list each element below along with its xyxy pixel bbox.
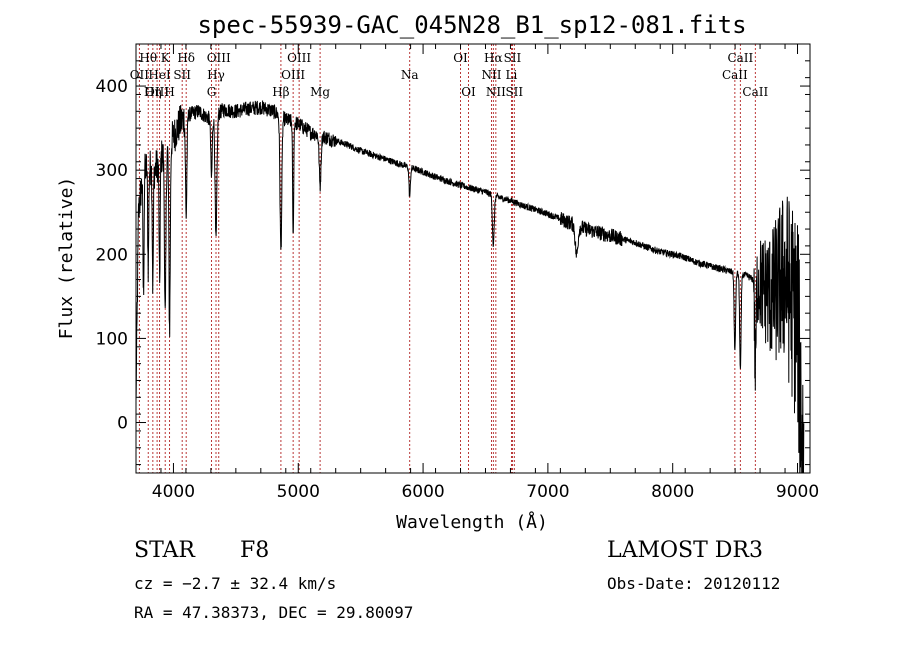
object-subclass: F8 xyxy=(240,538,270,563)
survey-name: LAMOST DR3 xyxy=(607,538,763,563)
x-axis-label: Wavelength (Å) xyxy=(396,511,548,533)
spectral-line-label: Hγ xyxy=(207,68,225,82)
y-axis-ticks: 0 100 200 300 400 xyxy=(96,43,810,466)
y-tick-label: 200 xyxy=(96,245,128,265)
x-tick-label: 7000 xyxy=(526,482,569,502)
x-tick-label: 4000 xyxy=(152,482,195,502)
spectral-line-label: OIII xyxy=(207,51,231,65)
spectral-line-label: SII xyxy=(173,68,191,82)
spectral-line-label: OII xyxy=(130,68,150,82)
spectral-line-label: SII xyxy=(504,51,522,65)
object-class: STAR xyxy=(134,538,195,563)
spectral-line-label: Hθ xyxy=(139,51,157,65)
y-tick-label: 400 xyxy=(96,77,128,97)
spectral-line-label: OIII xyxy=(145,85,169,99)
y-tick-label: 100 xyxy=(96,329,128,349)
spectral-line-label: CaII xyxy=(722,68,748,82)
spectral-line-label: Na xyxy=(401,68,419,82)
spectrum-series xyxy=(135,100,805,474)
spectral-line-label: SII xyxy=(505,85,523,99)
x-tick-label: 8000 xyxy=(651,482,694,502)
spectral-line-label: Hα xyxy=(484,51,503,65)
spectral-line-label: CaII xyxy=(742,85,768,99)
spectral-line-label: OI xyxy=(453,51,468,65)
spectral-line-label: Hη xyxy=(144,85,162,99)
x-tick-label: 5000 xyxy=(277,482,320,502)
x-tick-label: 9000 xyxy=(776,482,819,502)
spectral-line-label: Mg xyxy=(310,85,330,99)
redshift-text: cz = −2.7 ± 32.4 km/s xyxy=(134,574,337,593)
spectral-line-label: Li xyxy=(506,68,518,82)
spectral-line-label: OIII xyxy=(287,51,311,65)
y-axis-label: Flux (relative) xyxy=(56,177,77,340)
y-tick-label: 300 xyxy=(96,161,128,181)
spectral-line-markers xyxy=(138,44,756,473)
spectral-line-label: NII xyxy=(481,68,501,82)
spectral-line-label: G xyxy=(207,85,217,99)
spectral-line-label: HeI xyxy=(148,68,171,82)
spectral-line-label: Hβ xyxy=(272,85,289,99)
x-axis-ticks: 4000 5000 6000 7000 8000 9000 xyxy=(135,44,819,502)
spectral-line-label: OIII xyxy=(281,68,305,82)
coordinates-text: RA = 47.38373, DEC = 29.80097 xyxy=(134,603,414,622)
spectral-line-label: H xyxy=(164,85,174,99)
plot-frame xyxy=(135,43,811,474)
obs-date-text: Obs-Date: 20120112 xyxy=(607,574,781,593)
spectral-line-label: NII xyxy=(486,85,506,99)
x-tick-label: 6000 xyxy=(401,482,444,502)
spectral-line-label: CaII xyxy=(727,51,753,65)
spectral-line-label: Hδ xyxy=(177,51,195,65)
spectral-line-label: K xyxy=(161,51,171,65)
y-tick-label: 0 xyxy=(117,414,128,434)
chart-title: spec-55939-GAC_045N28_B1_sp12-081.fits xyxy=(197,11,746,39)
spectral-line-label: OI xyxy=(461,85,476,99)
